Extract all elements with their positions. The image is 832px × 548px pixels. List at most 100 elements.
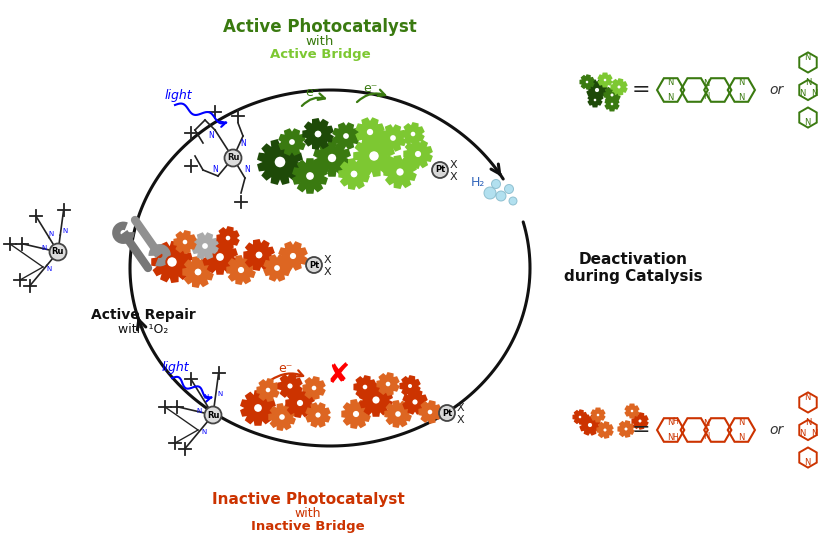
Text: X: X bbox=[323, 267, 331, 277]
Circle shape bbox=[504, 185, 513, 193]
Text: Ru: Ru bbox=[52, 248, 64, 256]
Text: N: N bbox=[804, 118, 810, 127]
Polygon shape bbox=[280, 129, 305, 155]
Polygon shape bbox=[192, 233, 218, 259]
Polygon shape bbox=[385, 401, 411, 427]
Polygon shape bbox=[203, 240, 237, 274]
Text: N: N bbox=[811, 89, 817, 98]
Text: N: N bbox=[738, 93, 745, 102]
Text: N: N bbox=[667, 433, 674, 442]
Circle shape bbox=[439, 405, 455, 421]
Text: Inactive Photocatalyst: Inactive Photocatalyst bbox=[211, 492, 404, 507]
Circle shape bbox=[366, 128, 374, 136]
Polygon shape bbox=[580, 415, 600, 435]
Circle shape bbox=[296, 399, 304, 407]
Circle shape bbox=[596, 413, 600, 417]
Circle shape bbox=[273, 264, 280, 272]
Text: N: N bbox=[49, 231, 54, 237]
Text: N: N bbox=[703, 79, 709, 88]
Text: Pt: Pt bbox=[309, 260, 319, 270]
Text: with: with bbox=[295, 507, 321, 520]
Polygon shape bbox=[174, 231, 196, 253]
Text: =: = bbox=[631, 420, 651, 440]
Polygon shape bbox=[245, 240, 274, 270]
Polygon shape bbox=[265, 255, 290, 281]
Text: or: or bbox=[769, 423, 783, 437]
Circle shape bbox=[278, 413, 285, 421]
Circle shape bbox=[427, 409, 433, 415]
Text: e⁻: e⁻ bbox=[278, 362, 292, 375]
Text: Active Photocatalyst: Active Photocatalyst bbox=[223, 18, 417, 36]
Polygon shape bbox=[278, 374, 302, 398]
Circle shape bbox=[166, 256, 178, 268]
Polygon shape bbox=[380, 125, 406, 151]
Polygon shape bbox=[400, 376, 420, 396]
Text: X: X bbox=[323, 255, 331, 265]
Circle shape bbox=[371, 396, 380, 404]
Circle shape bbox=[385, 381, 391, 387]
Text: N: N bbox=[197, 408, 202, 414]
Polygon shape bbox=[419, 401, 441, 423]
Polygon shape bbox=[183, 257, 213, 287]
Text: Inactive Bridge: Inactive Bridge bbox=[251, 520, 364, 533]
Polygon shape bbox=[592, 408, 605, 422]
Text: N: N bbox=[244, 165, 250, 174]
Circle shape bbox=[389, 134, 397, 142]
Circle shape bbox=[484, 187, 496, 199]
Text: Ru: Ru bbox=[206, 410, 220, 420]
Polygon shape bbox=[573, 410, 587, 424]
Circle shape bbox=[610, 93, 614, 98]
Polygon shape bbox=[598, 73, 612, 87]
Polygon shape bbox=[377, 373, 399, 395]
Polygon shape bbox=[403, 123, 423, 145]
Text: N: N bbox=[667, 418, 674, 427]
Text: Ru: Ru bbox=[227, 153, 240, 163]
Circle shape bbox=[593, 98, 597, 102]
Circle shape bbox=[349, 170, 359, 178]
Circle shape bbox=[395, 168, 404, 176]
Circle shape bbox=[407, 383, 413, 389]
Circle shape bbox=[314, 130, 322, 138]
Polygon shape bbox=[334, 123, 359, 149]
Polygon shape bbox=[580, 75, 594, 89]
Text: N: N bbox=[811, 429, 817, 438]
Polygon shape bbox=[356, 118, 384, 146]
Circle shape bbox=[274, 156, 286, 168]
Circle shape bbox=[585, 80, 589, 84]
Text: N: N bbox=[208, 132, 214, 140]
Text: N: N bbox=[703, 432, 709, 441]
Polygon shape bbox=[152, 242, 192, 282]
Circle shape bbox=[492, 180, 501, 189]
Text: N: N bbox=[218, 391, 223, 397]
Circle shape bbox=[286, 383, 294, 390]
Circle shape bbox=[352, 410, 360, 418]
Circle shape bbox=[305, 171, 314, 181]
Text: X: X bbox=[456, 415, 463, 425]
Polygon shape bbox=[605, 97, 619, 111]
Circle shape bbox=[394, 410, 402, 418]
Circle shape bbox=[194, 268, 202, 276]
Circle shape bbox=[255, 251, 263, 259]
Circle shape bbox=[602, 428, 607, 432]
Polygon shape bbox=[258, 140, 302, 184]
Circle shape bbox=[414, 150, 422, 158]
Text: or: or bbox=[769, 83, 783, 97]
Polygon shape bbox=[404, 140, 432, 168]
Polygon shape bbox=[306, 403, 329, 427]
Text: N: N bbox=[804, 53, 810, 62]
Circle shape bbox=[314, 412, 321, 419]
Text: X: X bbox=[456, 403, 463, 413]
Polygon shape bbox=[217, 227, 239, 249]
Text: N: N bbox=[204, 394, 209, 400]
Polygon shape bbox=[404, 390, 427, 414]
Polygon shape bbox=[339, 159, 369, 189]
Text: Deactivation
during Catalysis: Deactivation during Catalysis bbox=[564, 252, 702, 284]
Circle shape bbox=[265, 387, 271, 393]
Text: N: N bbox=[804, 393, 810, 402]
Circle shape bbox=[205, 407, 221, 424]
Polygon shape bbox=[257, 379, 279, 401]
Text: H: H bbox=[672, 418, 678, 426]
Text: N: N bbox=[805, 78, 811, 88]
Polygon shape bbox=[618, 421, 634, 437]
Polygon shape bbox=[632, 413, 648, 429]
